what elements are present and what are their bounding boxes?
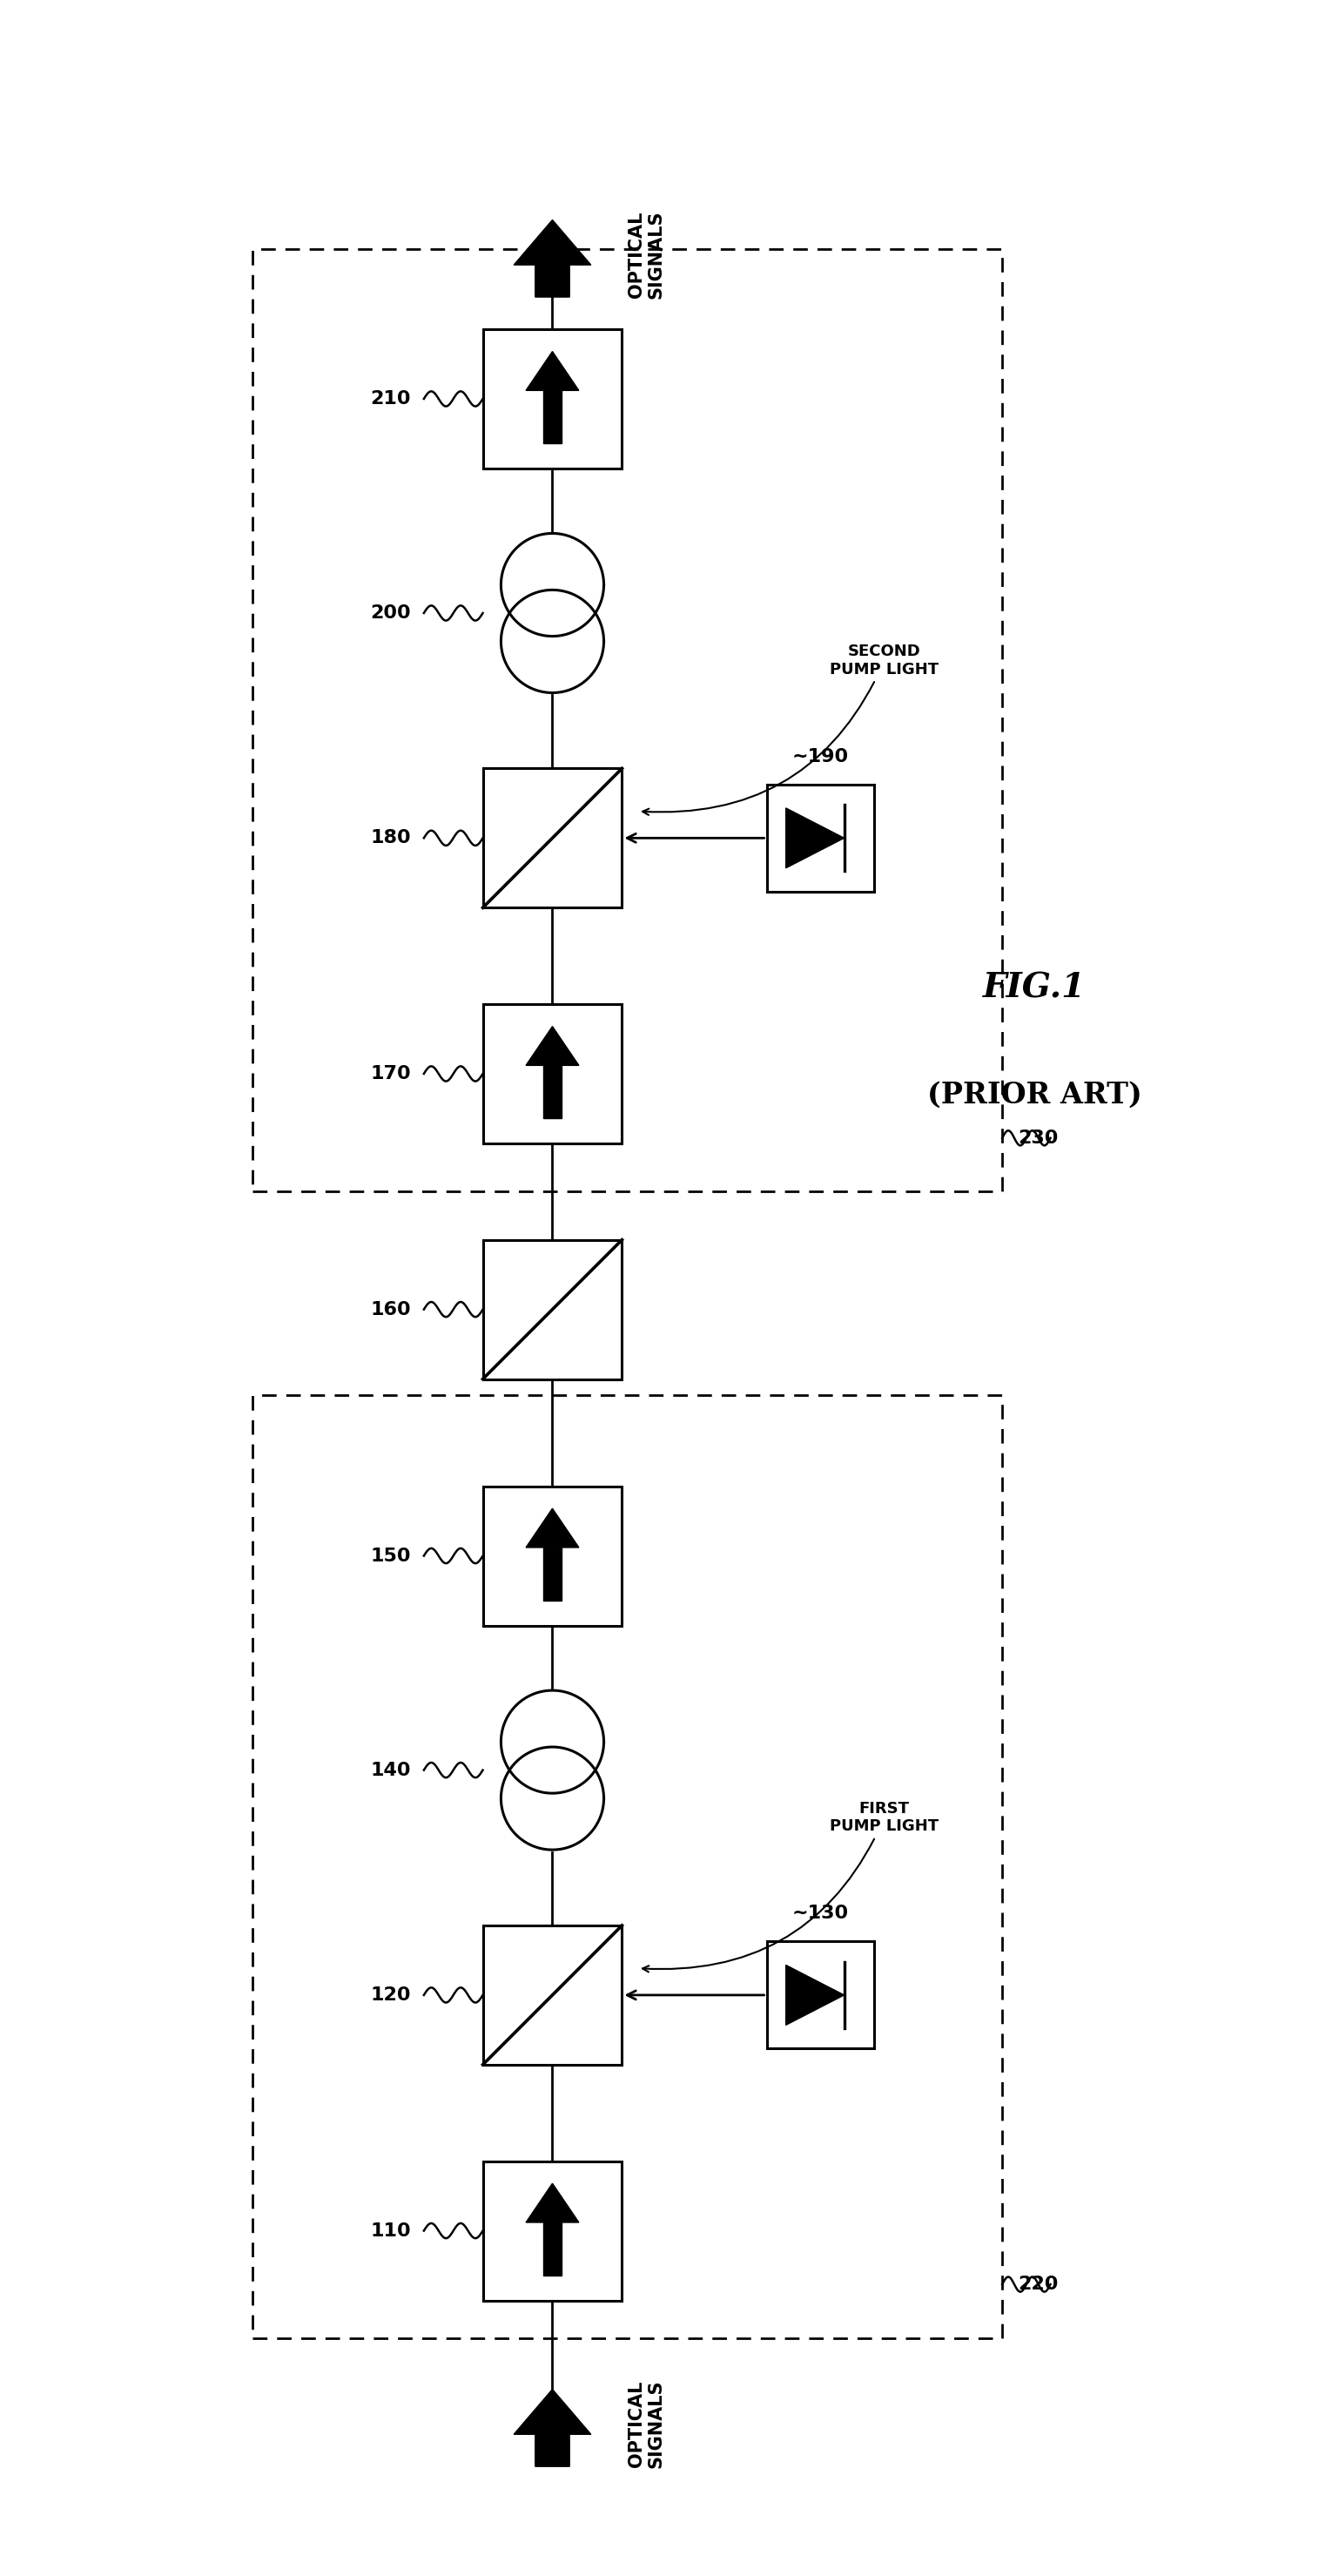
Polygon shape <box>526 2184 579 2223</box>
Bar <box>543 1066 562 1118</box>
Bar <box>252 250 1002 1193</box>
Text: (PRIOR ART): (PRIOR ART) <box>927 1082 1142 1110</box>
Polygon shape <box>786 1965 844 2025</box>
Polygon shape <box>526 1510 579 1548</box>
Bar <box>543 1548 562 1600</box>
Text: 220: 220 <box>1018 2275 1059 2293</box>
Text: ~130: ~130 <box>791 1904 848 1922</box>
Bar <box>483 768 623 907</box>
Text: FIRST
PUMP LIGHT: FIRST PUMP LIGHT <box>642 1801 939 1973</box>
Bar <box>483 330 623 469</box>
Text: 180: 180 <box>371 829 412 848</box>
Polygon shape <box>526 350 579 392</box>
Bar <box>252 1396 1002 2339</box>
Text: 200: 200 <box>371 605 412 621</box>
Text: FIG.1: FIG.1 <box>983 971 1086 1005</box>
Bar <box>543 392 562 443</box>
Text: ~190: ~190 <box>791 747 848 765</box>
Bar <box>483 1239 623 1378</box>
Text: 210: 210 <box>371 389 412 407</box>
Text: SECOND
PUMP LIGHT: SECOND PUMP LIGHT <box>642 644 939 814</box>
Bar <box>483 2161 623 2300</box>
Text: OPTICAL
SIGNALS: OPTICAL SIGNALS <box>628 211 665 299</box>
Text: 160: 160 <box>371 1301 412 1319</box>
Bar <box>483 1005 623 1144</box>
Text: 140: 140 <box>371 1762 412 1780</box>
Text: 150: 150 <box>371 1548 412 1564</box>
Text: 230: 230 <box>1018 1128 1059 1146</box>
Bar <box>543 2223 562 2275</box>
Bar <box>766 786 873 891</box>
Text: 110: 110 <box>371 2223 412 2239</box>
Bar <box>483 1924 623 2066</box>
Polygon shape <box>526 1025 579 1066</box>
Bar <box>766 1942 873 2048</box>
Text: OPTICAL
SIGNALS: OPTICAL SIGNALS <box>628 2380 665 2468</box>
FancyArrow shape <box>514 2391 591 2465</box>
FancyArrow shape <box>514 219 591 296</box>
Bar <box>483 1486 623 1625</box>
Text: 120: 120 <box>371 1986 412 2004</box>
Polygon shape <box>786 809 844 868</box>
Text: 170: 170 <box>371 1064 412 1082</box>
